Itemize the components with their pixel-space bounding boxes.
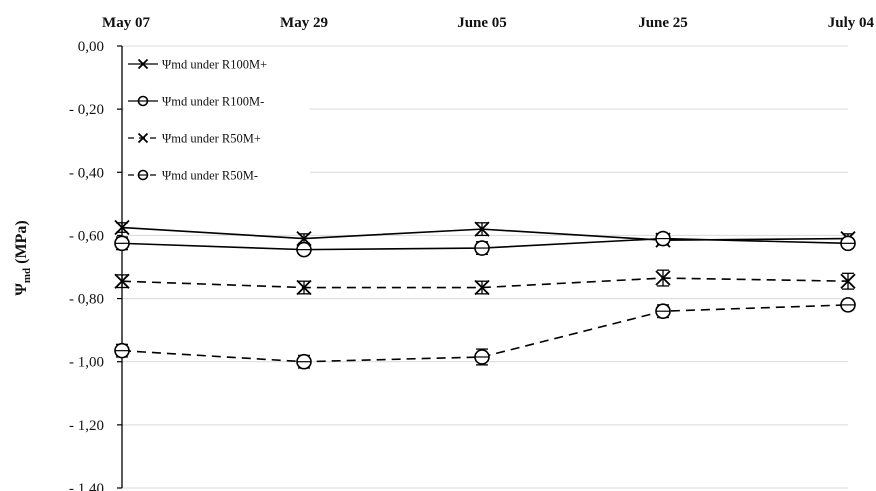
series-2 xyxy=(114,230,856,258)
y-axis-title-unit: (MPa) xyxy=(13,220,30,268)
data-point xyxy=(296,279,312,296)
data-point xyxy=(114,273,130,289)
legend-box xyxy=(124,52,310,188)
x-axis-ticks: May 07 May 29 June 05 June 25 July 04 xyxy=(102,15,874,31)
legend-marker xyxy=(137,58,149,70)
data-point xyxy=(655,270,671,286)
data-point xyxy=(474,221,490,237)
data-point xyxy=(840,273,856,289)
data-point xyxy=(296,230,312,247)
y-tick-label: - 0,40 xyxy=(69,165,104,181)
legend: Ψmd under R100M+ Ψmd under R100M- Ψmd unde… xyxy=(124,52,310,188)
legend-label: Ψmd under R50M- xyxy=(162,169,258,183)
y-tick-label: - 1,20 xyxy=(69,418,104,434)
x-tick-label: June 25 xyxy=(638,15,688,31)
y-axis-title: Ψmd (MPa) xyxy=(13,220,33,295)
y-tick-label: - 1,40 xyxy=(69,481,104,491)
y-tick-label: - 1,00 xyxy=(69,355,104,371)
series-line xyxy=(121,277,849,289)
y-axis-ticks: 0,00 - 0,20 - 0,40 - 0,60 - 0,80 - 1,00 - 1,20… xyxy=(69,39,122,491)
legend-label: Ψmd under R50M+ xyxy=(162,132,261,146)
y-tick-label: 0,00 xyxy=(78,39,104,55)
series-4 xyxy=(114,297,856,370)
x-tick-label: May 07 xyxy=(102,15,150,31)
x-tick-label: June 05 xyxy=(457,15,507,31)
data-point xyxy=(114,219,130,236)
data-point xyxy=(474,279,490,296)
series-3 xyxy=(114,269,856,296)
series-group xyxy=(114,219,856,370)
y-tick-label: - 0,20 xyxy=(69,102,104,118)
x-tick-label: July 04 xyxy=(828,15,875,31)
y-tick-label: - 0,60 xyxy=(69,228,104,244)
legend-label: Ψmd under R100M+ xyxy=(162,58,267,72)
y-axis-title-main: Ψ xyxy=(13,283,30,296)
x-tick-label: May 29 xyxy=(280,15,328,31)
series-line xyxy=(121,226,849,241)
legend-marker xyxy=(137,132,149,144)
y-axis-title-sub: md xyxy=(21,268,33,283)
legend-label: Ψmd under R100M- xyxy=(162,95,264,109)
y-tick-label: - 0,80 xyxy=(69,292,104,308)
